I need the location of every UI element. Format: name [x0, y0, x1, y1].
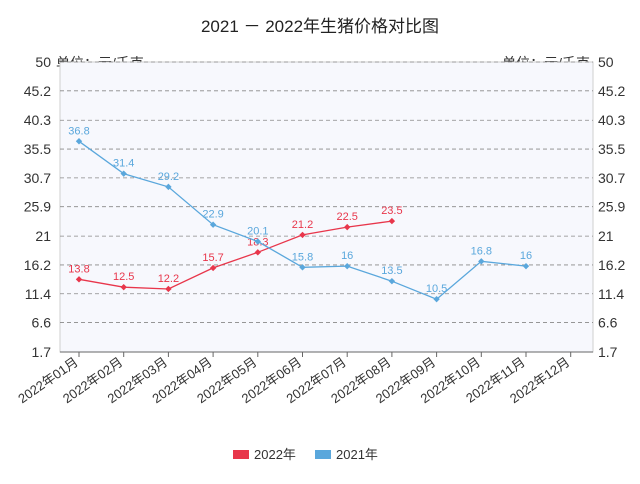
y-tick-label-left: 16.2	[24, 257, 51, 273]
data-label: 13.5	[381, 265, 402, 277]
data-label: 12.2	[158, 273, 179, 285]
data-label: 31.4	[113, 158, 134, 170]
data-label: 22.9	[202, 209, 223, 221]
data-label: 29.2	[158, 171, 179, 183]
data-point	[344, 223, 351, 231]
legend-label: 2021年	[336, 447, 378, 462]
legend-label: 2022年	[254, 447, 296, 462]
legend-swatch	[233, 450, 249, 459]
data-point	[75, 276, 83, 283]
y-tick-label-right: 35.5	[598, 141, 625, 157]
y-tick-label-left: 35.5	[24, 141, 51, 157]
data-label: 23.5	[381, 205, 402, 217]
data-label: 12.5	[113, 271, 134, 283]
data-point	[478, 258, 485, 265]
data-point	[344, 262, 351, 270]
y-tick-label-right: 21	[598, 228, 614, 244]
data-point	[75, 138, 83, 145]
data-point	[299, 231, 306, 239]
legend-swatch	[315, 450, 331, 459]
data-label: 20.1	[247, 226, 268, 238]
y-tick-label-right: 40.3	[598, 112, 625, 128]
data-point	[522, 262, 530, 270]
chart-title: 2021 － 2022年生猪价格对比图	[201, 17, 439, 36]
data-label: 15.7	[202, 252, 223, 264]
data-label: 21.2	[292, 219, 313, 231]
y-tick-label-left: 45.2	[24, 83, 51, 99]
y-tick-label-left: 21	[35, 228, 51, 244]
y-tick-label-right: 6.6	[598, 315, 618, 331]
y-tick-label-left: 40.3	[24, 112, 51, 128]
y-tick-label-right: 25.9	[598, 199, 625, 215]
data-label: 16	[520, 250, 532, 262]
data-point	[388, 217, 396, 225]
y-tick-label-right: 1.7	[598, 344, 618, 360]
data-label: 13.8	[68, 263, 89, 275]
y-tick-label-left: 50	[35, 54, 51, 70]
data-label: 10.5	[426, 283, 447, 295]
data-label: 15.8	[292, 251, 313, 263]
data-label: 16.8	[471, 245, 492, 257]
data-point	[165, 285, 172, 293]
y-tick-label-left: 1.7	[32, 344, 52, 360]
data-point	[299, 264, 306, 271]
series-line-1	[78, 220, 392, 290]
data-label: 22.5	[336, 211, 357, 223]
y-tick-label-left: 25.9	[24, 199, 51, 215]
data-point	[209, 264, 217, 272]
data-point	[254, 238, 261, 245]
data-point	[254, 249, 261, 256]
y-tick-label-right: 11.4	[598, 286, 624, 302]
data-point	[433, 295, 440, 303]
data-label: 36.8	[68, 125, 89, 137]
y-tick-label-right: 30.7	[598, 170, 625, 186]
data-point	[388, 277, 396, 285]
y-tick-label-left: 11.4	[25, 286, 51, 302]
data-point	[120, 283, 127, 291]
data-point	[120, 170, 127, 177]
data-point	[165, 183, 172, 191]
y-tick-label-right: 45.2	[598, 83, 625, 99]
data-label: 16	[341, 250, 353, 262]
y-tick-label-left: 30.7	[24, 170, 51, 186]
data-point	[209, 221, 217, 228]
y-tick-label-right: 50	[598, 54, 614, 70]
y-tick-label-right: 16.2	[598, 257, 625, 273]
y-tick-label-left: 6.6	[32, 315, 52, 331]
